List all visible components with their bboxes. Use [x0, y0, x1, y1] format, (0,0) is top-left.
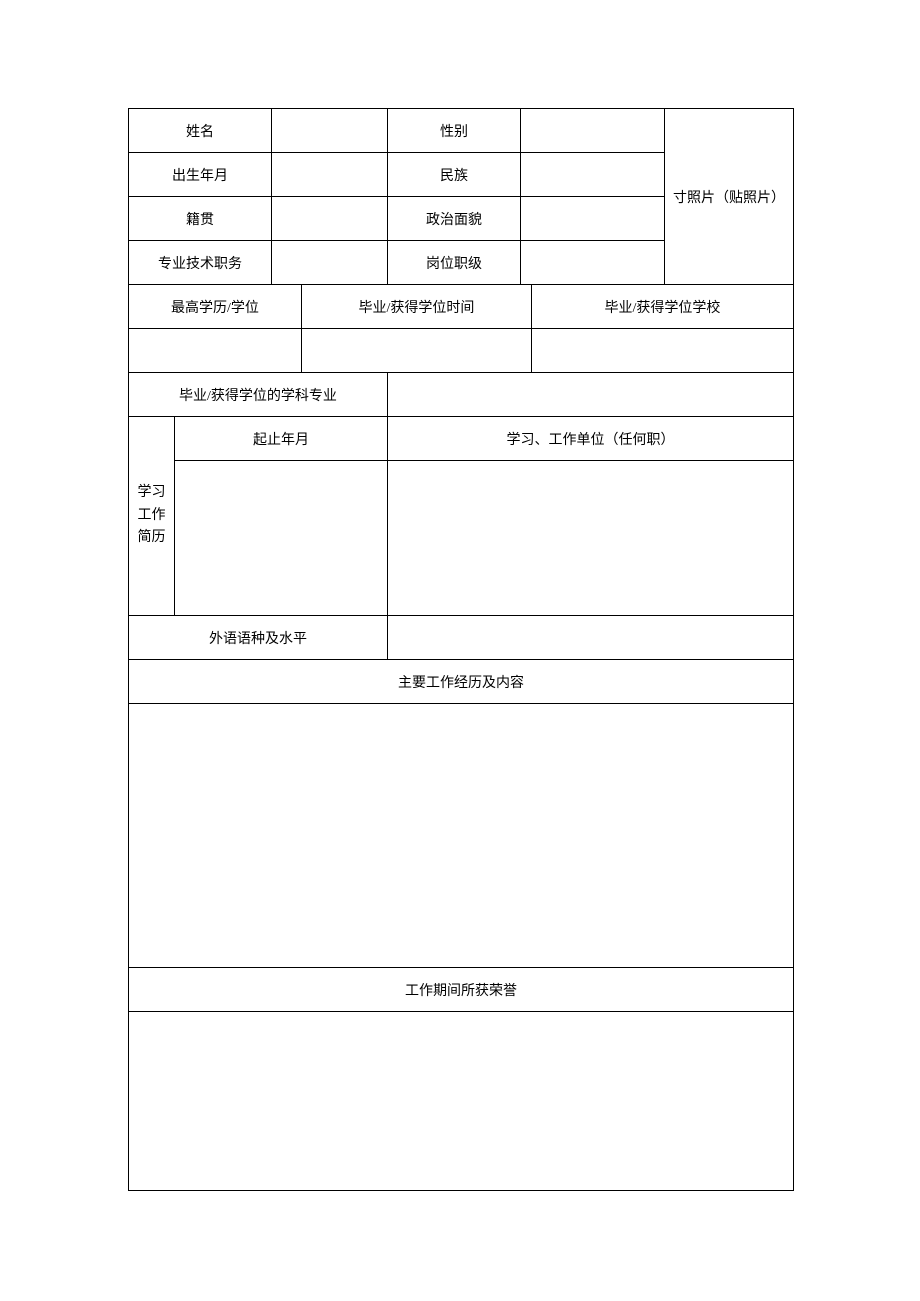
value-post-level[interactable]: [521, 241, 665, 285]
label-history: 学习工作简历: [129, 417, 175, 616]
label-history-period: 起止年月: [175, 417, 388, 461]
value-highest-edu[interactable]: [129, 329, 302, 373]
value-history-period[interactable]: [175, 461, 388, 616]
value-native-place[interactable]: [272, 197, 388, 241]
label-grad-major: 毕业/获得学位的学科专业: [129, 373, 388, 417]
value-foreign-lang[interactable]: [388, 616, 794, 660]
label-ethnicity: 民族: [388, 153, 521, 197]
value-birth[interactable]: [272, 153, 388, 197]
value-history-unit[interactable]: [388, 461, 794, 616]
value-grad-major[interactable]: [388, 373, 794, 417]
label-highest-edu: 最高学历/学位: [129, 285, 302, 329]
label-honors: 工作期间所获荣誉: [129, 968, 794, 1012]
label-gender: 性别: [388, 109, 521, 153]
label-grad-school: 毕业/获得学位学校: [532, 285, 794, 329]
value-grad-school[interactable]: [532, 329, 794, 373]
value-honors[interactable]: [129, 1012, 794, 1191]
value-gender[interactable]: [521, 109, 665, 153]
label-post-level: 岗位职级: [388, 241, 521, 285]
label-work-experience: 主要工作经历及内容: [129, 660, 794, 704]
value-work-experience[interactable]: [129, 704, 794, 968]
label-birth: 出生年月: [129, 153, 272, 197]
value-political[interactable]: [521, 197, 665, 241]
label-history-unit: 学习、工作单位（任何职）: [388, 417, 794, 461]
label-grad-time: 毕业/获得学位时间: [302, 285, 532, 329]
label-foreign-lang: 外语语种及水平: [129, 616, 388, 660]
label-history-text: 学习工作简历: [131, 482, 172, 549]
label-professional-title: 专业技术职务: [129, 241, 272, 285]
value-grad-time[interactable]: [302, 329, 532, 373]
personnel-form-table: 姓名 性别 寸照片（贴照片） 出生年月 民族 籍贯 政治面貌 专业技术职务 岗位…: [128, 108, 794, 1191]
label-native-place: 籍贯: [129, 197, 272, 241]
value-ethnicity[interactable]: [521, 153, 665, 197]
label-political: 政治面貌: [388, 197, 521, 241]
photo-cell[interactable]: 寸照片（贴照片）: [665, 109, 794, 285]
label-name: 姓名: [129, 109, 272, 153]
value-professional-title[interactable]: [272, 241, 388, 285]
value-name[interactable]: [272, 109, 388, 153]
